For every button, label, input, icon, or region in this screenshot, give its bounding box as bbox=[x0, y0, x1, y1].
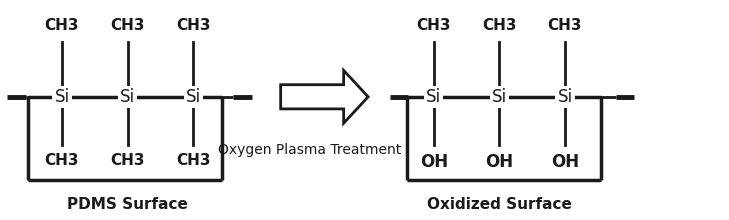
Text: OH: OH bbox=[420, 153, 448, 171]
Text: PDMS Surface: PDMS Surface bbox=[67, 197, 188, 212]
Text: OH: OH bbox=[551, 153, 579, 171]
Text: CH3: CH3 bbox=[176, 153, 211, 168]
Text: Si: Si bbox=[186, 88, 200, 106]
Text: Oxidized Surface: Oxidized Surface bbox=[427, 197, 572, 212]
Text: CH3: CH3 bbox=[547, 18, 582, 33]
Text: CH3: CH3 bbox=[44, 18, 79, 33]
Text: OH: OH bbox=[486, 153, 513, 171]
Text: CH3: CH3 bbox=[176, 18, 211, 33]
Text: Si: Si bbox=[492, 88, 507, 106]
Text: Si: Si bbox=[55, 88, 69, 106]
Polygon shape bbox=[281, 70, 368, 123]
Text: CH3: CH3 bbox=[110, 153, 145, 168]
Text: CH3: CH3 bbox=[482, 18, 517, 33]
Text: CH3: CH3 bbox=[44, 153, 79, 168]
Text: Oxygen Plasma Treatment: Oxygen Plasma Treatment bbox=[218, 143, 402, 157]
Text: CH3: CH3 bbox=[416, 18, 451, 33]
Text: CH3: CH3 bbox=[110, 18, 145, 33]
Text: Si: Si bbox=[558, 88, 572, 106]
Text: Si: Si bbox=[120, 88, 135, 106]
Text: Si: Si bbox=[426, 88, 441, 106]
